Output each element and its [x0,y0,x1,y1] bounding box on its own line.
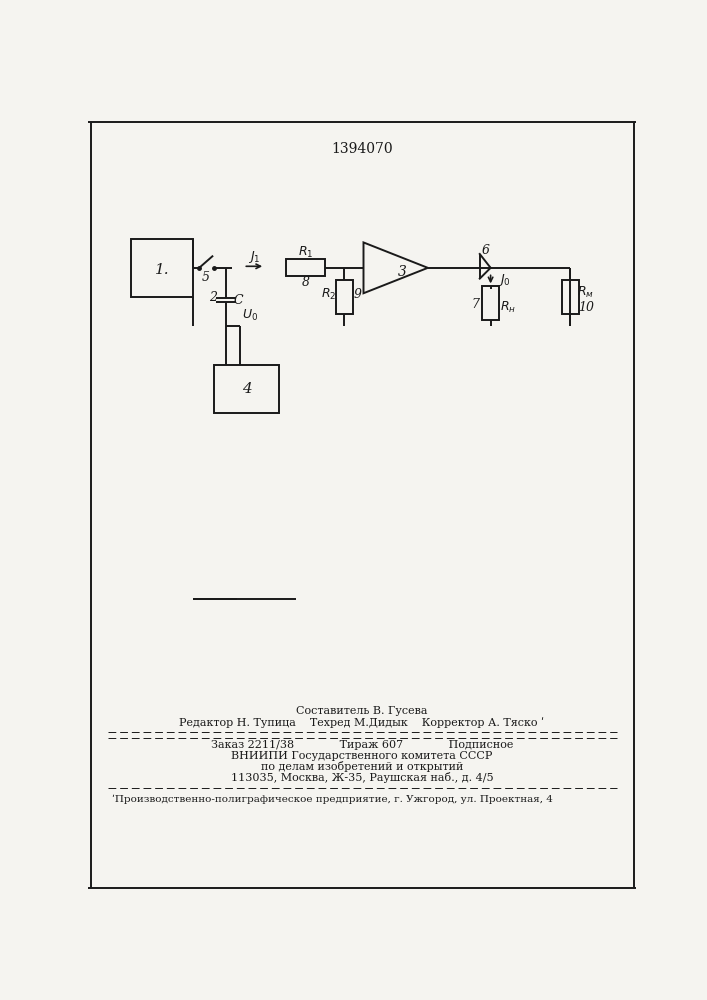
Bar [286,259,325,276]
Text: 4: 4 [242,382,252,396]
Bar [482,286,499,320]
Text: 8: 8 [301,276,310,289]
Text: C: C [234,294,243,307]
Text: 113035, Москва, Ж-35, Раушская наб., д. 4/5: 113035, Москва, Ж-35, Раушская наб., д. … [230,772,493,783]
Text: Заказ 2211/38             Тираж 607             Подписное: Заказ 2211/38 Тираж 607 Подписное [211,740,513,750]
Text: $R_1$: $R_1$ [298,245,313,260]
Text: $R_н$: $R_н$ [500,300,515,315]
Text: $R_м$: $R_м$ [578,285,595,300]
Text: по делам изобретений и открытий: по делам изобретений и открытий [261,761,463,772]
Text: 9: 9 [354,288,362,301]
Text: 6: 6 [482,244,490,257]
Text: 5: 5 [202,271,210,284]
Bar [562,280,579,314]
Text: $J_1$: $J_1$ [248,249,260,265]
Text: 7: 7 [471,298,479,311]
Text: $U_0$: $U_0$ [242,308,257,323]
Text: Редактор Н. Тупица    Техред М.Дидык    Корректор А. Тяско ʹ: Редактор Н. Тупица Техред М.Дидык Коррек… [180,717,544,728]
Text: ВНИИПИ Государственного комитета СССР: ВНИИПИ Государственного комитета СССР [231,751,493,761]
Text: 2: 2 [209,291,217,304]
Text: ʹПроизводственно-полиграфическое предприятие, г. Ужгород, ул. Проектная, 4: ʹПроизводственно-полиграфическое предпри… [112,794,552,804]
Text: $J_0$: $J_0$ [498,272,511,288]
Text: 3: 3 [397,265,407,279]
Bar [131,239,193,297]
Text: 1.: 1. [155,263,169,277]
Text: 10: 10 [578,301,594,314]
Text: $R_2$: $R_2$ [321,286,337,302]
Text: Составитель В. Гусева: Составитель В. Гусева [296,706,428,716]
Bar [336,280,353,314]
Bar [214,365,279,413]
Text: 1394070: 1394070 [331,142,393,156]
